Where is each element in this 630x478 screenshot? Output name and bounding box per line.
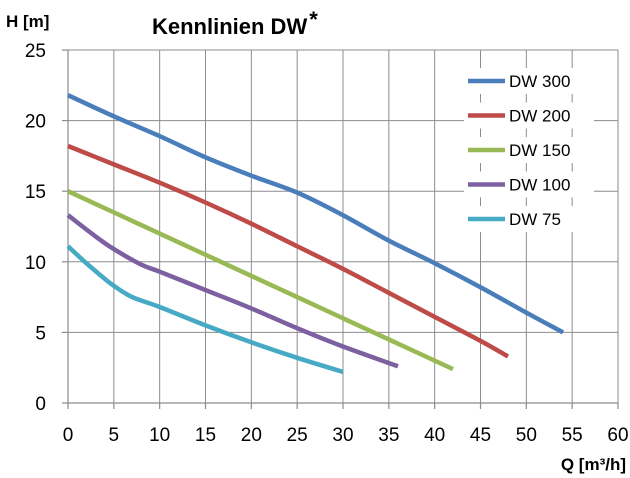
x-tick-label: 5 (109, 425, 120, 446)
x-tick-label: 40 (424, 425, 445, 446)
x-axis-label: Q [m³/h] (561, 455, 626, 474)
y-tick-label: 10 (25, 253, 46, 274)
y-tick-label: 5 (35, 323, 46, 344)
legend-label: DW 200 (509, 107, 570, 126)
chart-title: Kennlinien DW* (152, 7, 318, 39)
x-tick-label: 55 (562, 425, 583, 446)
chart-title-mark: * (309, 7, 318, 32)
legend-label: DW 100 (509, 176, 570, 195)
x-tick-label: 60 (607, 425, 628, 446)
y-axis-label: H [m] (6, 12, 49, 31)
y-tick-label: 0 (35, 394, 46, 415)
legend-label: DW 150 (509, 141, 570, 160)
y-tick-label: 20 (25, 112, 46, 133)
x-tick-label: 45 (470, 425, 491, 446)
legend-label: DW 75 (509, 210, 561, 229)
x-tick-label: 10 (149, 425, 170, 446)
legend: DW 300 DW 200 DW 150 DW 100 DW 75 (464, 68, 594, 232)
series-line-dw-75 (66, 244, 344, 375)
x-tick-label: 20 (241, 425, 262, 446)
axes (62, 49, 619, 409)
series-line-dw-200 (67, 143, 510, 359)
x-tick-label: 15 (195, 425, 216, 446)
chart-title-text: Kennlinien DW (152, 14, 307, 39)
legend-label: DW 300 (509, 72, 570, 91)
x-tick-label: 0 (63, 425, 74, 446)
series-lines (66, 93, 565, 375)
series-line-dw-300 (67, 93, 565, 335)
x-tick-label: 50 (516, 425, 537, 446)
x-tick-label: 30 (332, 425, 353, 446)
x-tick-label: 35 (378, 425, 399, 446)
series-line-dw-150 (67, 189, 454, 372)
y-tick-label: 15 (25, 182, 46, 203)
x-tick-label: 25 (287, 425, 308, 446)
y-tick-label: 25 (25, 41, 46, 62)
series-line-dw-100 (66, 213, 399, 369)
tick-labels: 0 5 10 15 20 25 30 35 40 45 50 55 60 0 5 10 15 20 25 (25, 41, 629, 446)
